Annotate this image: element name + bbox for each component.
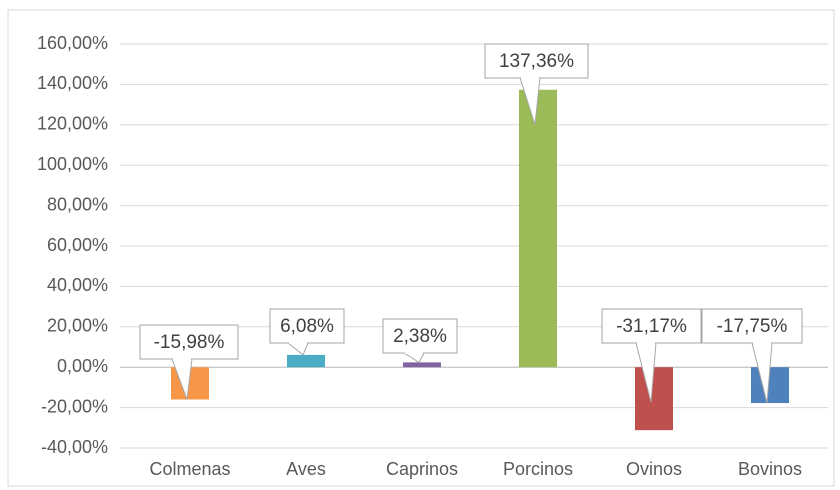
x-tick-label: Aves [286, 459, 326, 479]
x-tick-label: Porcinos [503, 459, 573, 479]
x-tick-label: Caprinos [386, 459, 458, 479]
y-tick-label: 40,00% [47, 275, 108, 295]
data-label: -17,75% [717, 316, 788, 337]
x-tick-label: Ovinos [626, 459, 682, 479]
callout-box [269, 308, 345, 344]
bar [403, 362, 441, 368]
y-tick-label: 60,00% [47, 235, 108, 255]
data-label: 137,36% [499, 51, 574, 72]
y-tick-label: 20,00% [47, 316, 108, 336]
bar [635, 367, 673, 431]
data-label: -15,98% [154, 332, 225, 353]
data-label: -31,17% [616, 316, 687, 337]
callout-box [701, 308, 803, 344]
y-tick-label: 0,00% [57, 356, 108, 376]
y-tick-label: 80,00% [47, 194, 108, 214]
y-tick-label: 100,00% [37, 154, 108, 174]
y-tick-label: 120,00% [37, 114, 108, 134]
data-label: 6,08% [280, 316, 334, 337]
callout-box [382, 318, 458, 354]
data-label: 2,38% [393, 326, 447, 347]
y-tick-label: 160,00% [37, 33, 108, 53]
chart-frame [7, 9, 835, 487]
y-tick-label: -40,00% [41, 437, 108, 457]
bar [519, 89, 557, 368]
bar [751, 367, 789, 404]
y-tick-label: -20,00% [41, 396, 108, 416]
x-tick-label: Bovinos [738, 459, 802, 479]
x-tick-label: Colmenas [149, 459, 230, 479]
bar [287, 354, 325, 368]
y-tick-label: 140,00% [37, 73, 108, 93]
